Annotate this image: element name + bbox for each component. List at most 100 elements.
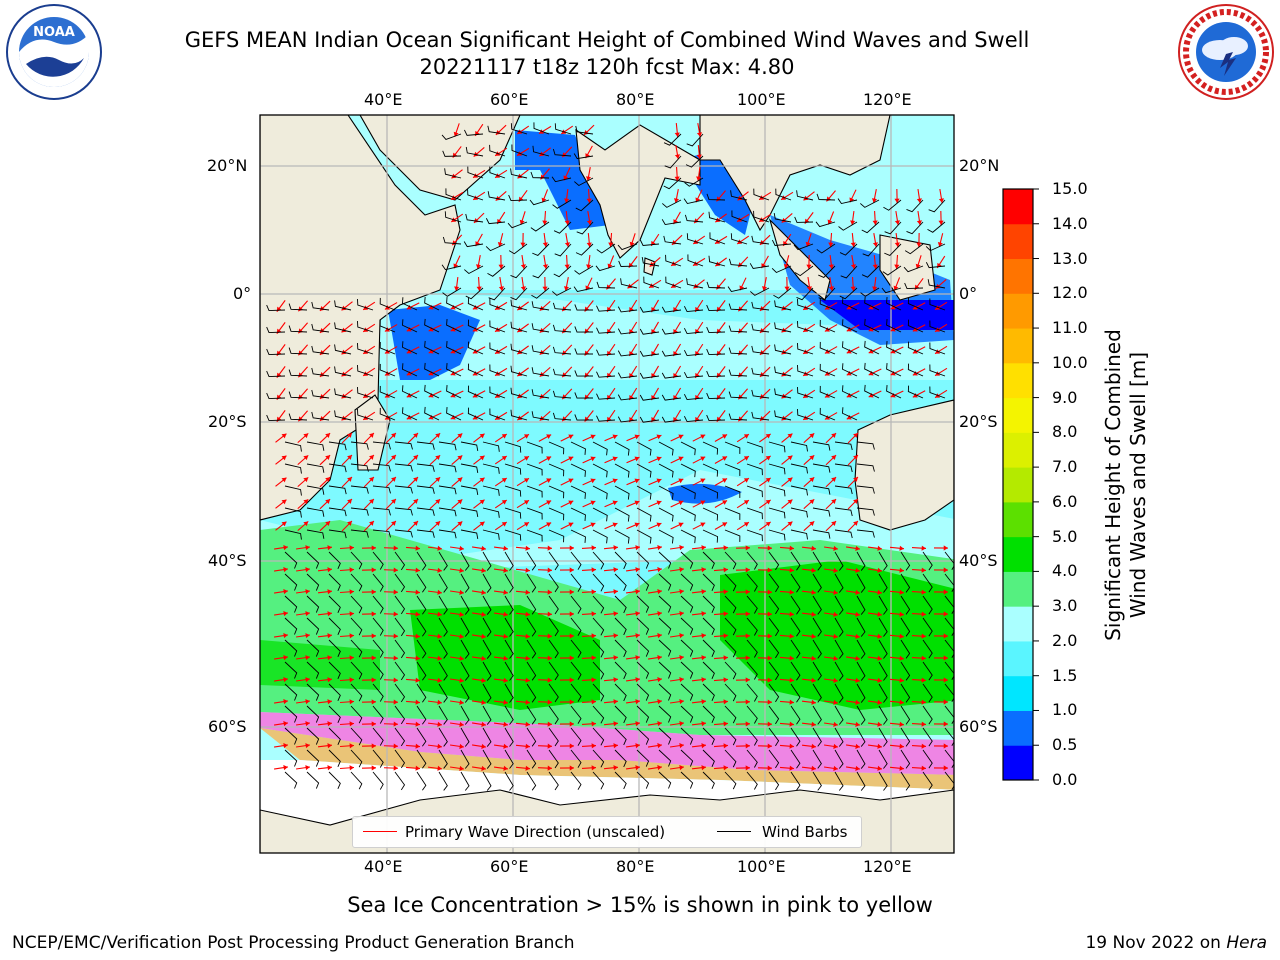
wave-arrow-head [809,477,815,483]
wind-barb [394,749,406,769]
wave-arrow-head [369,520,374,526]
wind-barb [812,595,822,615]
wind-barb [570,507,586,521]
wind-barb [706,281,726,289]
map-frame [259,114,955,854]
land-arabia [359,115,521,201]
wave-arrow-head [415,567,420,573]
wave-arrow-head [591,677,596,683]
wave-arrow-head [325,455,331,461]
wind-barb [460,705,470,725]
wind-barb [661,219,682,226]
wave-arrow-head [546,522,552,527]
colorbar-tick-label: 11.0 [1052,318,1088,338]
wind-barb [662,199,682,208]
wind-barb [856,485,875,494]
wind-barb [862,243,880,257]
wind-barb [746,441,763,454]
wind-barb [372,463,391,472]
wind-barb [482,595,492,615]
wind-barb [886,363,902,377]
wave-arrow-head [831,521,837,526]
wind-barb [944,749,954,768]
wind-barb [834,727,844,747]
wind-barb [751,235,770,245]
wave-arrow-head [591,545,596,551]
wind-barb [551,176,572,183]
wind-barb [510,299,528,311]
wind-barb [570,683,582,702]
wind-barb [548,551,559,571]
wind-barb [460,441,479,452]
wind-barb [531,389,550,399]
wind-barb [724,705,737,724]
wave-arrow-head [586,220,592,225]
wave-arrow-head [899,655,904,661]
wind-barb [663,235,682,245]
wave-arrow-head [789,655,794,661]
wind-barb [614,749,627,768]
wave-arrow-head [481,567,486,573]
wind-barb [510,365,528,377]
wind-barb [284,749,298,767]
wind-barb [438,683,448,703]
wind-barb [636,727,650,745]
wind-barb [944,727,954,746]
wind-barb [438,771,448,791]
wave-arrow-head [393,589,398,595]
wind-barb [394,639,406,659]
wind-barb [328,683,341,701]
wave-arrow-head [503,699,508,705]
wave-arrow-head [890,326,896,332]
wind-barb [856,595,866,615]
wave-arrow-head [547,589,552,595]
wind-barb [284,683,298,701]
wave-arrow-head [811,633,816,639]
wind-barb [350,771,363,790]
wind-barb [334,322,352,333]
wind-barb [576,221,594,235]
colorbar-tick-label: 1.0 [1052,700,1078,720]
wave-arrow-head [853,455,858,460]
wind-barb [796,190,814,201]
wind-barb [812,683,822,703]
wind-barb [922,573,933,593]
wave-arrow-head [613,677,618,683]
wind-barb [834,683,844,703]
wave-arrow-head [745,567,750,573]
wind-barb [592,727,605,746]
wind-barb [617,350,638,357]
wind-barb [504,463,522,475]
wave-arrow-head [393,743,398,749]
wind-barb [460,595,470,615]
wind-barb [768,727,780,747]
wave-arrow-head [787,499,793,505]
wave-arrow-head [305,699,310,705]
wind-barb [489,386,506,399]
wind-barb [751,389,770,399]
wind-barb [311,389,330,399]
wind-barb [444,211,462,223]
wind-barb [548,771,559,791]
wave-arrow-head [811,655,816,661]
wave-arrow-head [921,655,926,661]
wind-barb [790,529,808,540]
wind-barb [639,416,660,423]
land-australia [854,399,954,531]
wind-barb [465,213,484,223]
wave-arrow-head [305,589,310,595]
wind-barb [531,323,550,333]
wind-barb [904,243,924,255]
wave-arrow-head [701,699,706,705]
wave-arrow-head [542,264,548,269]
wave-arrow-head [547,743,552,749]
wind-barb [812,441,831,451]
wave-arrow-head [393,699,398,705]
wind-barb [504,529,522,541]
wind-barb [724,485,741,498]
wind-barb [886,297,902,311]
wave-arrow-head [371,611,376,617]
wave-arrow-head [787,477,793,483]
wind-barb [683,371,704,379]
wave-arrow-head [391,498,396,504]
